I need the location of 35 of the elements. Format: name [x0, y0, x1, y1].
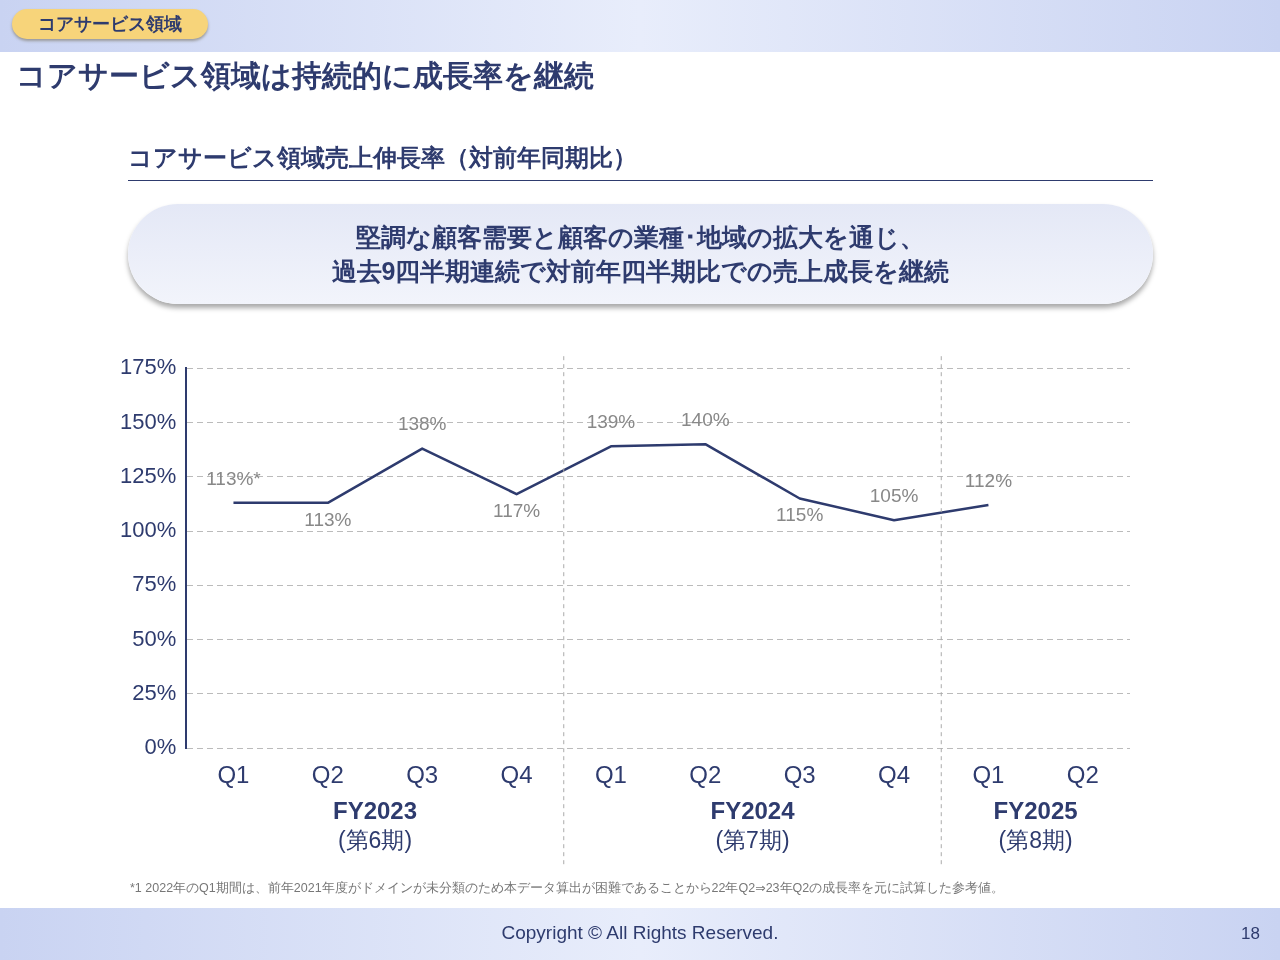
- y-tick-label: 25%: [132, 679, 177, 705]
- x-tick-label: Q2: [311, 761, 344, 789]
- y-tick-label: 100%: [119, 517, 177, 543]
- text: Copyright © All Rights Reserved.: [501, 922, 779, 943]
- chart-title: コアサービス領域売上伸長率（対前年同期比）: [128, 142, 1153, 181]
- data-label: 105%: [869, 484, 919, 506]
- data-label: 138%: [397, 413, 447, 435]
- x-tick-label: Q1: [217, 761, 250, 789]
- x-tick-label: Q4: [500, 761, 533, 789]
- x-tick-label: Q3: [406, 761, 439, 789]
- x-tick-label: Q1: [972, 761, 1005, 789]
- x-tick-label: Q4: [878, 761, 911, 789]
- text: *1 2022年のQ1期間は、前年2021年度がドメインが未分類のため本データ算出が困難であることから22年Q2⇒23年Q2の成長率を元に試算した参考値。: [130, 880, 1006, 897]
- text: コアサービス領域: [12, 9, 208, 39]
- chart-subtitle: 堅調な顧客需要と顧客の業種･地域の拡大を通じ、: [356, 222, 925, 253]
- data-label: 117%: [492, 499, 541, 521]
- text: FY2025 (第8期): [993, 796, 1078, 854]
- y-tick-label: 175%: [119, 354, 177, 380]
- x-tick-label: Q1: [594, 761, 627, 789]
- x-tick-label: Q2: [1066, 761, 1099, 789]
- y-tick-label: 50%: [132, 625, 177, 651]
- text: FY2023 (第6期): [332, 796, 418, 854]
- text: コアサービス領域は持続的に成長率を継続: [16, 58, 594, 94]
- data-label: 140%: [681, 408, 730, 430]
- y-tick-label: 150%: [119, 408, 177, 434]
- text: 18: [1241, 924, 1260, 944]
- y-tick-label: 75%: [132, 571, 177, 597]
- text: FY2024 (第7期): [710, 796, 796, 854]
- y-tick-label: 0%: [144, 734, 177, 760]
- x-tick-label: Q3: [783, 761, 816, 789]
- y-tick-label: 125%: [119, 462, 177, 488]
- text: 過去9四半期連続で対前年四半期比での売上成長を継続: [331, 256, 950, 287]
- data-label: 115%: [776, 504, 824, 526]
- x-tick-label: Q2: [689, 761, 722, 789]
- data-label: 113%: [304, 508, 352, 530]
